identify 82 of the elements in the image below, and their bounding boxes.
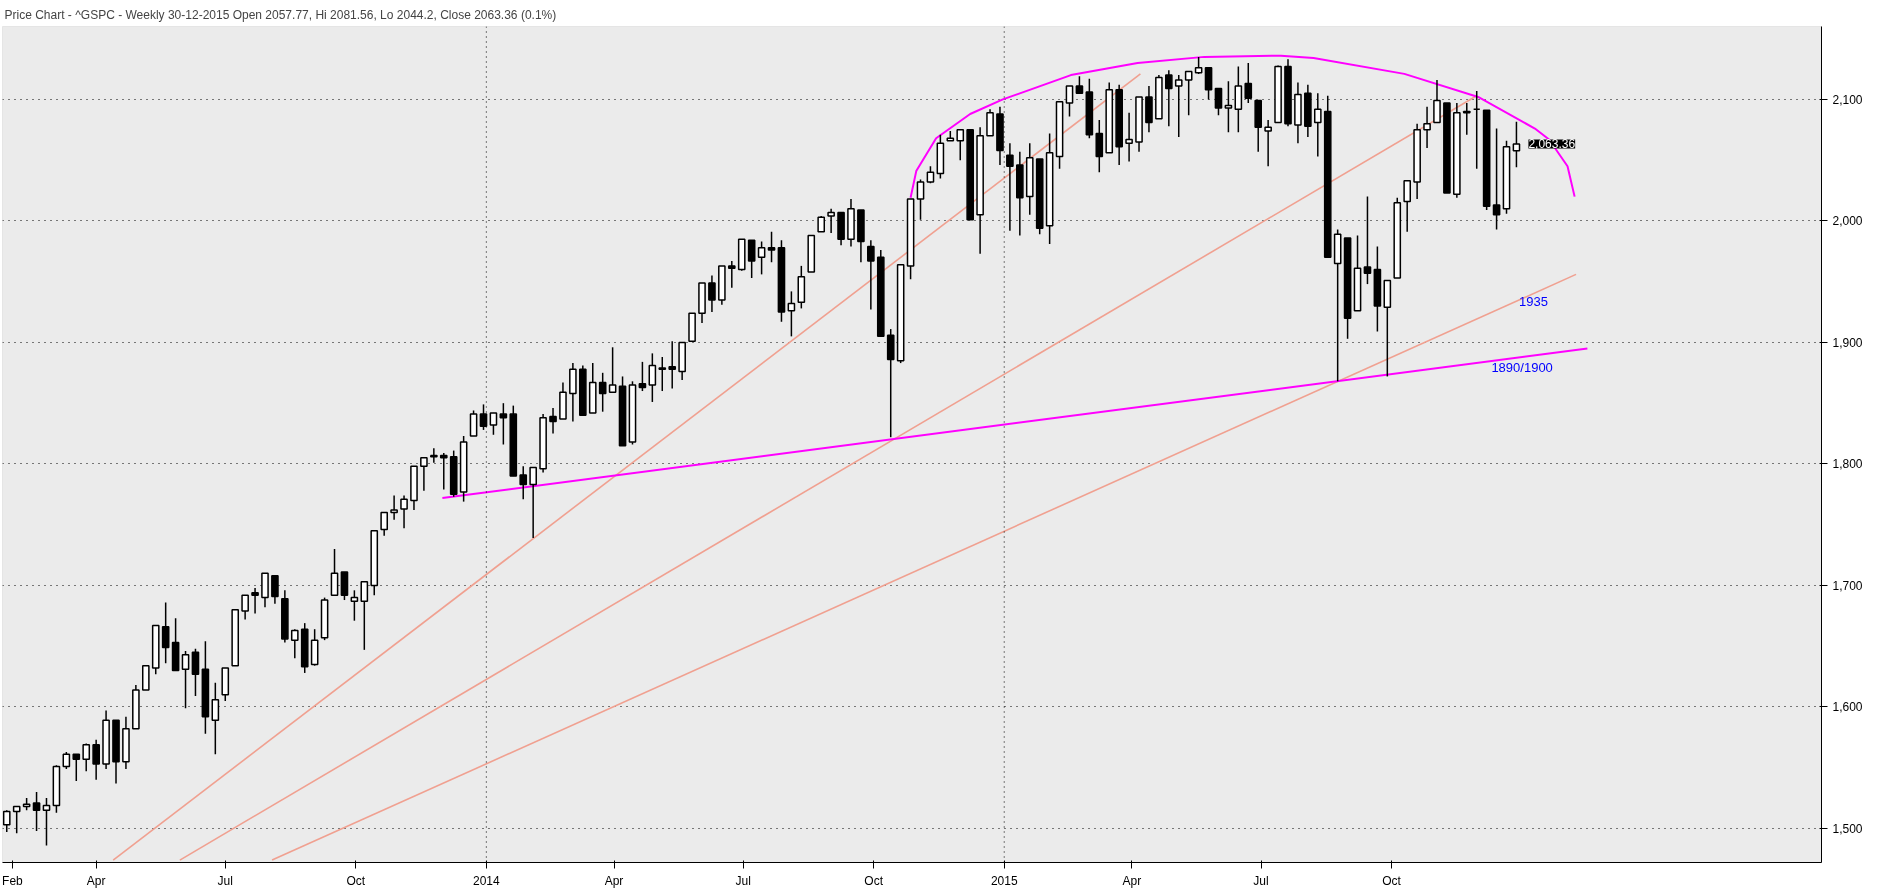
x-tick-label: Feb [2,873,24,888]
y-tick-label: 1,500 [1832,821,1863,836]
candlestick [420,457,428,492]
candlestick [827,208,835,234]
line-series [909,54,1576,199]
candlestick [499,402,508,446]
candlestick [1423,105,1431,149]
candlestick [191,647,200,697]
candlestick [1264,119,1272,167]
candlestick [529,466,537,539]
x-tick-label: Oct [864,873,884,888]
candlestick [867,239,875,311]
candlestick [390,494,398,521]
candlestick [658,356,667,392]
candlestick [1403,180,1412,233]
x-tick-label: 2014 [472,873,501,888]
candlestick [598,372,607,413]
candlestick [916,178,925,221]
candlestick [1363,195,1372,285]
y-tick-label: 1,800 [1832,457,1863,472]
candlestick [986,108,994,137]
candlestick [1462,102,1471,136]
x-tick-label: Jul [217,873,233,888]
candlestick [1125,112,1133,163]
x-tick-label: Jul [735,873,751,888]
annotation: 2,063.36 [1528,137,1576,152]
x-tick-label: Oct [346,873,366,888]
candlestick [1313,92,1322,158]
candlestick [638,361,647,392]
x-tick-label: 2015 [990,873,1018,888]
candlestick [72,753,81,782]
candlestick [92,739,100,781]
y-tick-label: 2,100 [1832,92,1863,107]
y-tick-label: 1,900 [1832,335,1863,350]
candlestick [787,290,796,338]
candlestick [271,574,279,605]
annotation: 1890/1900 [1491,360,1553,376]
x-tick-label: Apr [1122,873,1142,888]
candlestick [350,589,359,622]
candlestick [1095,119,1104,174]
candlestick [708,274,716,313]
candlestick [251,587,259,615]
candlestick [161,601,170,664]
candlestick [1204,67,1213,101]
y-tick-label: 1,700 [1832,578,1863,593]
candlestick [757,240,766,276]
x-tick-label: Apr [86,873,106,888]
candlestick [439,452,448,491]
candlestick [340,571,349,601]
candlestick [727,260,736,289]
candlestick [1214,87,1223,116]
candlestick [1433,79,1441,124]
candlestick [767,231,776,263]
x-tick-label: Apr [604,873,624,888]
candlestick [32,791,41,832]
candlestick [241,594,249,621]
candlestick [668,340,677,390]
y-tick-label: 2,000 [1832,214,1863,229]
x-tick-label: Jul [1253,873,1269,888]
annotation: 1935 [1519,293,1548,309]
candlestick [82,742,91,773]
candlestick [956,129,965,161]
x-tick-label: Oct [1382,873,1402,888]
chart-title: Price Chart - ^GSPC - Weekly 30-12-2015 Open 2057.77, Hi 2081.56, Lo 2044.2, Close 2063.36 (0.1%) [4,7,557,22]
candlestick [1184,70,1193,116]
candlestick [181,650,190,709]
y-tick-label: 1,600 [1832,700,1863,715]
candlestick [747,239,756,279]
candlestick [519,465,528,500]
candlestick [360,581,369,651]
candlestick [380,511,389,537]
candlestick [211,681,220,756]
candlestick [330,548,339,596]
candlestick [290,628,299,660]
candlestick [608,346,617,393]
candlestick [469,409,478,437]
candlestick [549,407,557,435]
candlestick [1512,121,1521,168]
candlestick [489,412,498,436]
candlestick [400,494,408,530]
candlestick [648,352,657,403]
candlestick [1492,127,1501,231]
